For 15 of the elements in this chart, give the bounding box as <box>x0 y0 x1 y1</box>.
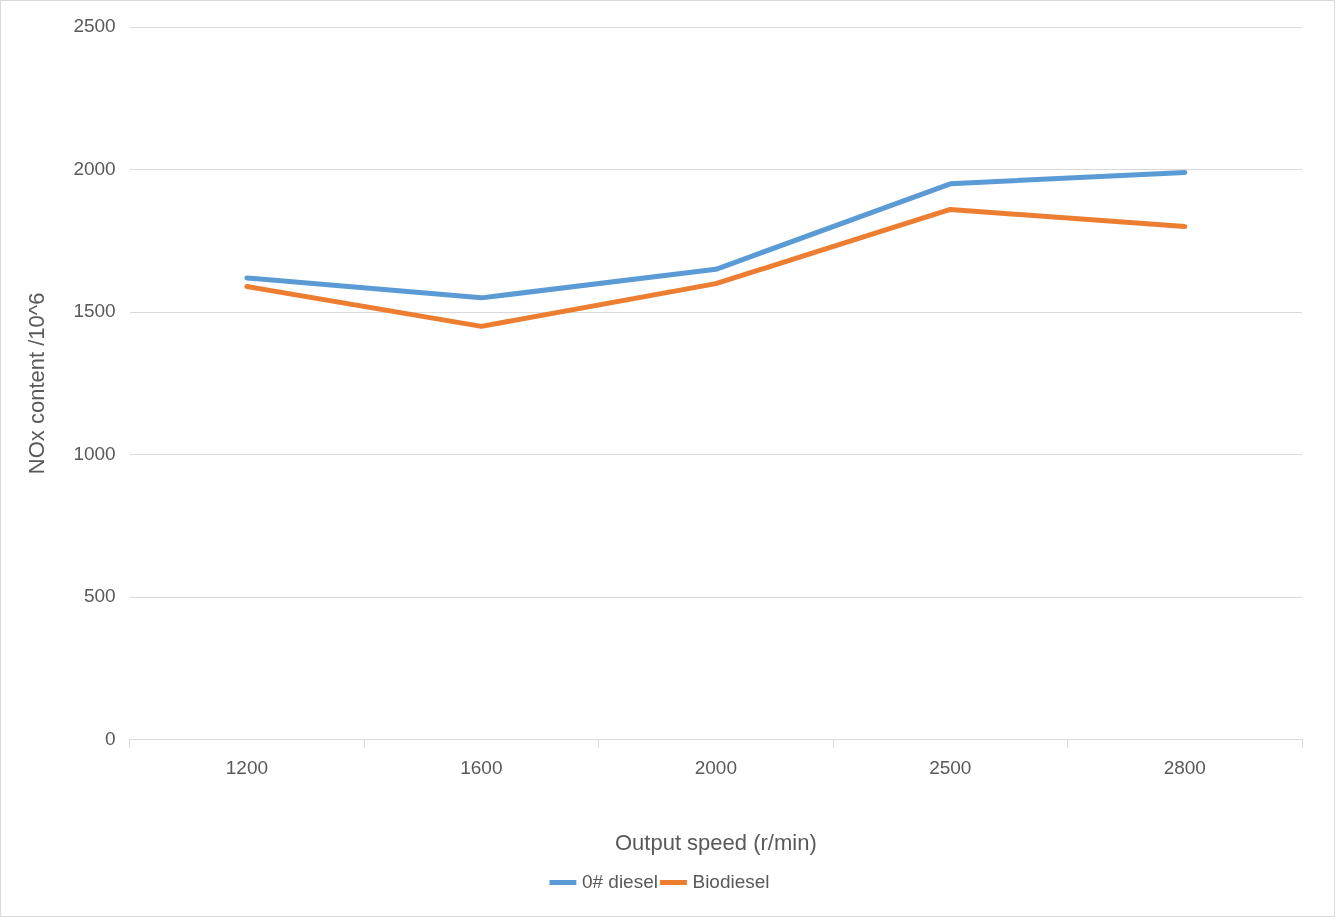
x-tick-label: 2000 <box>694 757 737 779</box>
x-tick-label: 2800 <box>1163 757 1206 779</box>
x-tick-label: 2500 <box>929 757 972 779</box>
y-tick-label: 2000 <box>73 157 116 179</box>
legend-label: Biodiesel <box>692 870 770 892</box>
y-tick-label: 0 <box>105 728 116 750</box>
x-axis-title: Output speed (r/min) <box>614 829 817 855</box>
y-tick-label: 500 <box>83 585 116 607</box>
y-axis-title: NOx content /10^6 <box>24 292 50 475</box>
y-tick-label: 1500 <box>73 300 116 322</box>
x-tick-label: 1600 <box>460 757 503 779</box>
y-tick-label: 1000 <box>73 442 116 464</box>
x-tick-label: 1200 <box>225 757 269 779</box>
y-tick-label: 2500 <box>73 15 116 37</box>
legend-label: 0# diesel <box>581 870 658 892</box>
